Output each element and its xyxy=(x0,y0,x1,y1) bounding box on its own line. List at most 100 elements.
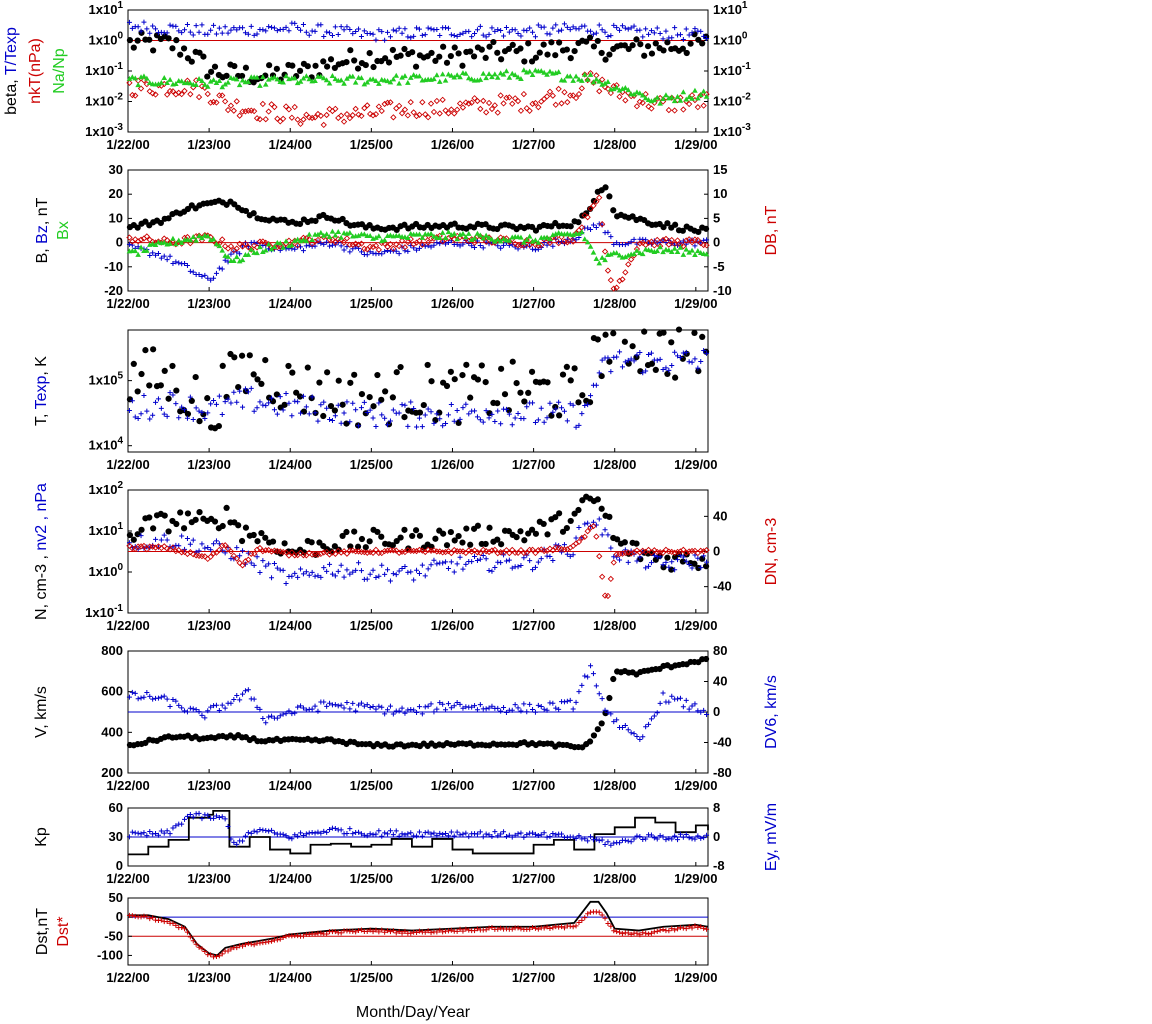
data-point xyxy=(222,24,228,30)
panel-temperature: 1/22/00 1/23/00 1/24/00 1/25/00 1/26/00 1/27/… xyxy=(33,326,718,472)
y-tick-label: -10 xyxy=(104,259,123,274)
data-point xyxy=(631,236,637,242)
data-point xyxy=(497,70,504,76)
data-point xyxy=(587,243,594,249)
data-point xyxy=(153,252,159,258)
data-point xyxy=(376,929,382,935)
data-point xyxy=(454,106,461,113)
data-point xyxy=(210,550,217,557)
x-tick-label: 1/25/00 xyxy=(350,618,393,633)
data-point xyxy=(213,80,220,86)
data-point xyxy=(303,111,310,118)
series-blue-plus xyxy=(126,221,710,283)
x-tick-label: 1/27/00 xyxy=(512,137,555,152)
data-point xyxy=(222,81,228,87)
data-point xyxy=(165,35,172,42)
data-point xyxy=(582,23,588,29)
data-point xyxy=(500,100,507,107)
left-axis-title: Kp xyxy=(33,827,50,847)
data-point xyxy=(184,709,190,715)
y-tick-label: 1x10-3 xyxy=(85,122,123,139)
data-point xyxy=(266,62,273,69)
data-point xyxy=(654,836,660,842)
data-point xyxy=(219,266,225,272)
data-point xyxy=(599,254,605,260)
data-point xyxy=(297,120,304,128)
data-point xyxy=(704,926,710,932)
data-point xyxy=(582,402,588,408)
data-point xyxy=(356,928,362,934)
data-point xyxy=(680,243,687,250)
data-point xyxy=(416,532,424,539)
data-point xyxy=(219,247,226,253)
x-tick-label: 1/22/00 xyxy=(106,296,149,311)
data-point xyxy=(401,106,409,113)
data-point xyxy=(648,28,654,34)
data-point xyxy=(219,92,226,99)
data-point xyxy=(173,922,179,928)
data-point xyxy=(158,828,164,834)
y-tick-label: 1x10-1 xyxy=(85,603,123,620)
data-point xyxy=(355,232,362,238)
data-point xyxy=(503,25,509,31)
data-point xyxy=(480,32,486,38)
x-tick-label: 1/22/00 xyxy=(106,618,149,633)
data-point xyxy=(436,78,443,84)
data-point xyxy=(303,73,310,79)
data-point xyxy=(138,914,144,920)
data-point xyxy=(321,33,327,39)
data-point xyxy=(664,370,671,378)
data-point xyxy=(483,75,489,81)
data-point xyxy=(228,400,234,406)
data-point xyxy=(205,410,211,416)
data-point xyxy=(187,29,193,35)
series-green-triangle xyxy=(126,228,710,266)
x-tick-label: 1/27/00 xyxy=(512,871,555,886)
data-point xyxy=(231,839,237,845)
data-point xyxy=(274,76,281,82)
data-point xyxy=(138,244,144,250)
data-point xyxy=(697,92,704,98)
data-point xyxy=(535,417,541,423)
data-point xyxy=(291,552,298,559)
data-point xyxy=(393,226,400,234)
data-point xyxy=(617,349,623,355)
data-point xyxy=(576,689,582,695)
data-point xyxy=(666,367,672,373)
data-point xyxy=(621,42,628,49)
data-point xyxy=(373,234,379,240)
data-point xyxy=(680,238,686,244)
data-point xyxy=(695,248,701,254)
data-point xyxy=(216,707,222,713)
data-point xyxy=(550,409,556,415)
data-point xyxy=(193,23,199,29)
data-point xyxy=(445,565,451,571)
data-point xyxy=(254,538,261,545)
data-point xyxy=(688,239,696,246)
right-axis-title: DN, cm-3 xyxy=(763,518,780,586)
data-point xyxy=(564,24,570,30)
data-point xyxy=(648,930,654,936)
data-point xyxy=(530,246,536,252)
data-point xyxy=(269,395,275,401)
data-point xyxy=(340,118,348,125)
data-point xyxy=(439,71,446,77)
data-point xyxy=(245,687,251,693)
data-point xyxy=(552,52,559,59)
data-point xyxy=(323,77,330,83)
data-point xyxy=(695,555,701,561)
data-point xyxy=(192,373,199,381)
data-point xyxy=(132,236,139,243)
data-point xyxy=(691,329,698,337)
data-point xyxy=(321,241,327,247)
data-point xyxy=(465,230,472,236)
data-point xyxy=(561,546,568,553)
data-point xyxy=(225,253,231,259)
data-point xyxy=(480,546,487,554)
data-point xyxy=(405,569,411,575)
data-point xyxy=(184,536,190,542)
data-point xyxy=(515,925,521,931)
data-point xyxy=(161,512,168,519)
data-point xyxy=(643,724,649,730)
